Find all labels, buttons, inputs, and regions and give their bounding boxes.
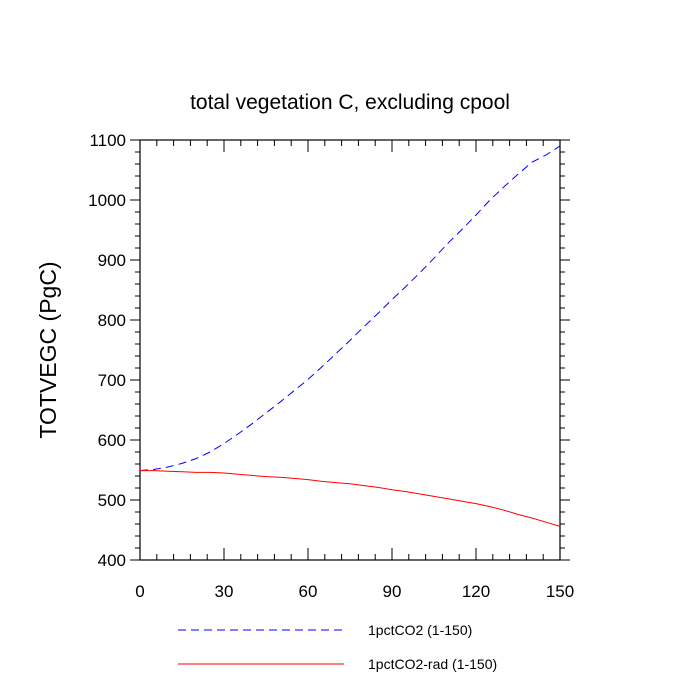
legend-label-0: 1pctCO2 (1-150) [368, 622, 472, 638]
axis-tick-labels: 0 30 60 90 120 150 400 500 600 700 800 900 1000 1100 [88, 131, 574, 601]
legend: 1pctCO2 (1-150) 1pctCO2-rad (1-150) [178, 622, 497, 672]
y-tick-label: 500 [98, 491, 126, 510]
y-tick-label: 900 [98, 251, 126, 270]
legend-label-1: 1pctCO2-rad (1-150) [368, 656, 497, 672]
axis-ticks [130, 139, 570, 561]
x-tick-label: 90 [383, 582, 402, 601]
x-tick-label: 30 [215, 582, 234, 601]
plot-area-frame [139, 139, 561, 561]
chart-title: total vegetation C, excluding cpool [190, 91, 510, 114]
x-tick-label: 120 [462, 582, 490, 601]
series-line-1 [140, 470, 561, 527]
y-tick-label: 600 [98, 431, 126, 450]
x-tick-label: 150 [546, 582, 574, 601]
y-tick-label: 1000 [88, 191, 126, 210]
y-tick-label: 1100 [89, 131, 126, 150]
y-tick-label: 800 [98, 311, 126, 330]
series-lines [139, 145, 561, 527]
x-tick-label: 0 [135, 582, 144, 601]
y-tick-label: 400 [98, 551, 126, 570]
y-axis-label: TOTVEGC (PgC) [35, 261, 61, 438]
y-tick-label: 700 [98, 371, 126, 390]
series-line-0 [139, 145, 561, 472]
x-tick-label: 60 [299, 582, 318, 601]
